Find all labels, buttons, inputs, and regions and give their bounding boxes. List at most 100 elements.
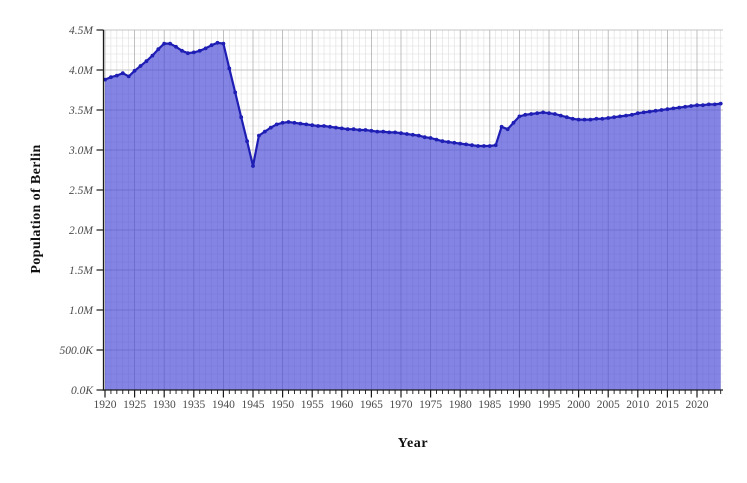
x-tick-label: 1955 — [301, 399, 324, 411]
data-point-marker — [345, 127, 350, 132]
data-point-marker — [138, 64, 143, 68]
data-point-marker — [363, 128, 368, 132]
data-point-marker — [630, 112, 634, 117]
data-point-marker — [328, 124, 332, 129]
y-tick-label: 500.0K — [59, 345, 94, 357]
data-point-marker — [677, 105, 682, 110]
data-point-marker — [274, 122, 279, 127]
data-point-marker — [458, 141, 463, 146]
x-tick-label: 1975 — [419, 399, 442, 411]
data-point-marker — [665, 107, 670, 112]
data-point-marker — [203, 46, 208, 51]
data-point-marker — [239, 115, 244, 120]
data-point-marker — [357, 128, 362, 132]
data-point-marker — [191, 50, 196, 55]
x-tick-label: 1930 — [153, 399, 176, 411]
data-point-marker — [464, 142, 468, 147]
data-point-marker — [517, 114, 522, 119]
x-tick-label: 2010 — [626, 399, 649, 411]
data-point-marker — [209, 43, 214, 48]
data-point-marker — [588, 117, 593, 122]
data-point-marker — [659, 108, 664, 112]
data-point-marker — [547, 111, 551, 116]
y-tick-label: 4.0M — [69, 65, 94, 77]
data-point-marker — [600, 116, 605, 121]
data-point-marker — [393, 130, 397, 135]
y-tick-label: 1.0M — [69, 305, 94, 317]
data-point-marker — [120, 71, 125, 76]
data-point-marker — [541, 110, 545, 115]
data-point-marker — [535, 111, 540, 116]
data-point-marker — [310, 123, 315, 128]
x-tick-label: 1970 — [390, 399, 413, 411]
y-tick-label: 2.5M — [69, 185, 94, 197]
data-point-marker — [387, 130, 392, 135]
data-point-marker — [257, 133, 261, 138]
data-point-marker — [570, 116, 575, 121]
data-point-marker — [339, 126, 344, 131]
x-tick-label: 2020 — [686, 399, 709, 411]
data-point-marker — [316, 124, 320, 128]
data-point-marker — [493, 143, 498, 148]
x-tick-label: 1925 — [123, 399, 146, 411]
data-point-marker — [576, 117, 581, 122]
data-point-marker — [410, 132, 415, 137]
data-point-marker — [322, 124, 326, 128]
data-point-marker — [375, 129, 380, 134]
population-area-fill — [105, 42, 721, 391]
x-tick-label: 1935 — [182, 399, 205, 411]
data-point-marker — [132, 68, 137, 73]
data-point-marker — [683, 104, 688, 109]
data-point-marker — [280, 120, 285, 125]
data-point-marker — [186, 51, 190, 56]
data-point-marker — [405, 132, 409, 136]
x-tick-label: 1995 — [538, 399, 561, 411]
data-point-marker — [168, 41, 173, 46]
data-point-marker — [215, 40, 220, 45]
data-point-marker — [162, 41, 167, 46]
data-point-marker — [470, 143, 474, 148]
data-point-marker — [180, 48, 184, 53]
data-point-marker — [594, 116, 599, 121]
data-point-marker — [487, 144, 492, 148]
data-point-marker — [482, 144, 486, 148]
data-point-marker — [446, 140, 451, 144]
data-point-marker — [286, 120, 291, 124]
data-point-marker — [422, 135, 427, 140]
data-point-marker — [174, 44, 178, 49]
data-point-marker — [641, 110, 646, 115]
data-point-marker — [221, 41, 226, 46]
data-point-marker — [109, 75, 113, 80]
x-tick-label: 1950 — [271, 399, 294, 411]
data-point-marker — [334, 125, 338, 130]
y-tick-label: 3.0M — [68, 145, 94, 157]
data-point-marker — [635, 111, 640, 116]
y-tick-label: 0.0K — [71, 385, 94, 397]
y-tick-label: 1.5M — [69, 265, 94, 277]
data-point-marker — [304, 122, 309, 127]
data-point-marker — [529, 112, 534, 116]
data-point-marker — [606, 116, 611, 120]
data-point-marker — [245, 139, 250, 144]
data-point-marker — [150, 53, 155, 58]
data-point-marker — [399, 131, 403, 136]
data-point-marker — [416, 133, 421, 138]
data-point-marker — [558, 113, 563, 118]
y-tick-label: 3.5M — [68, 105, 94, 117]
data-point-marker — [292, 120, 297, 125]
x-tick-label: 1940 — [212, 399, 235, 411]
x-tick-label: 1920 — [94, 399, 117, 411]
data-point-marker — [553, 112, 557, 116]
x-tick-label: 2000 — [567, 399, 590, 411]
data-point-marker — [624, 113, 628, 118]
y-axis-title: Population of Berlin — [29, 144, 44, 274]
data-point-marker — [689, 104, 693, 108]
data-point-marker — [251, 164, 255, 168]
data-point-marker — [647, 109, 652, 114]
data-point-marker — [718, 101, 723, 106]
data-point-marker — [582, 117, 587, 122]
x-tick-label: 1980 — [449, 399, 472, 411]
data-point-marker — [144, 59, 149, 64]
y-tick-label: 4.5M — [69, 25, 94, 37]
